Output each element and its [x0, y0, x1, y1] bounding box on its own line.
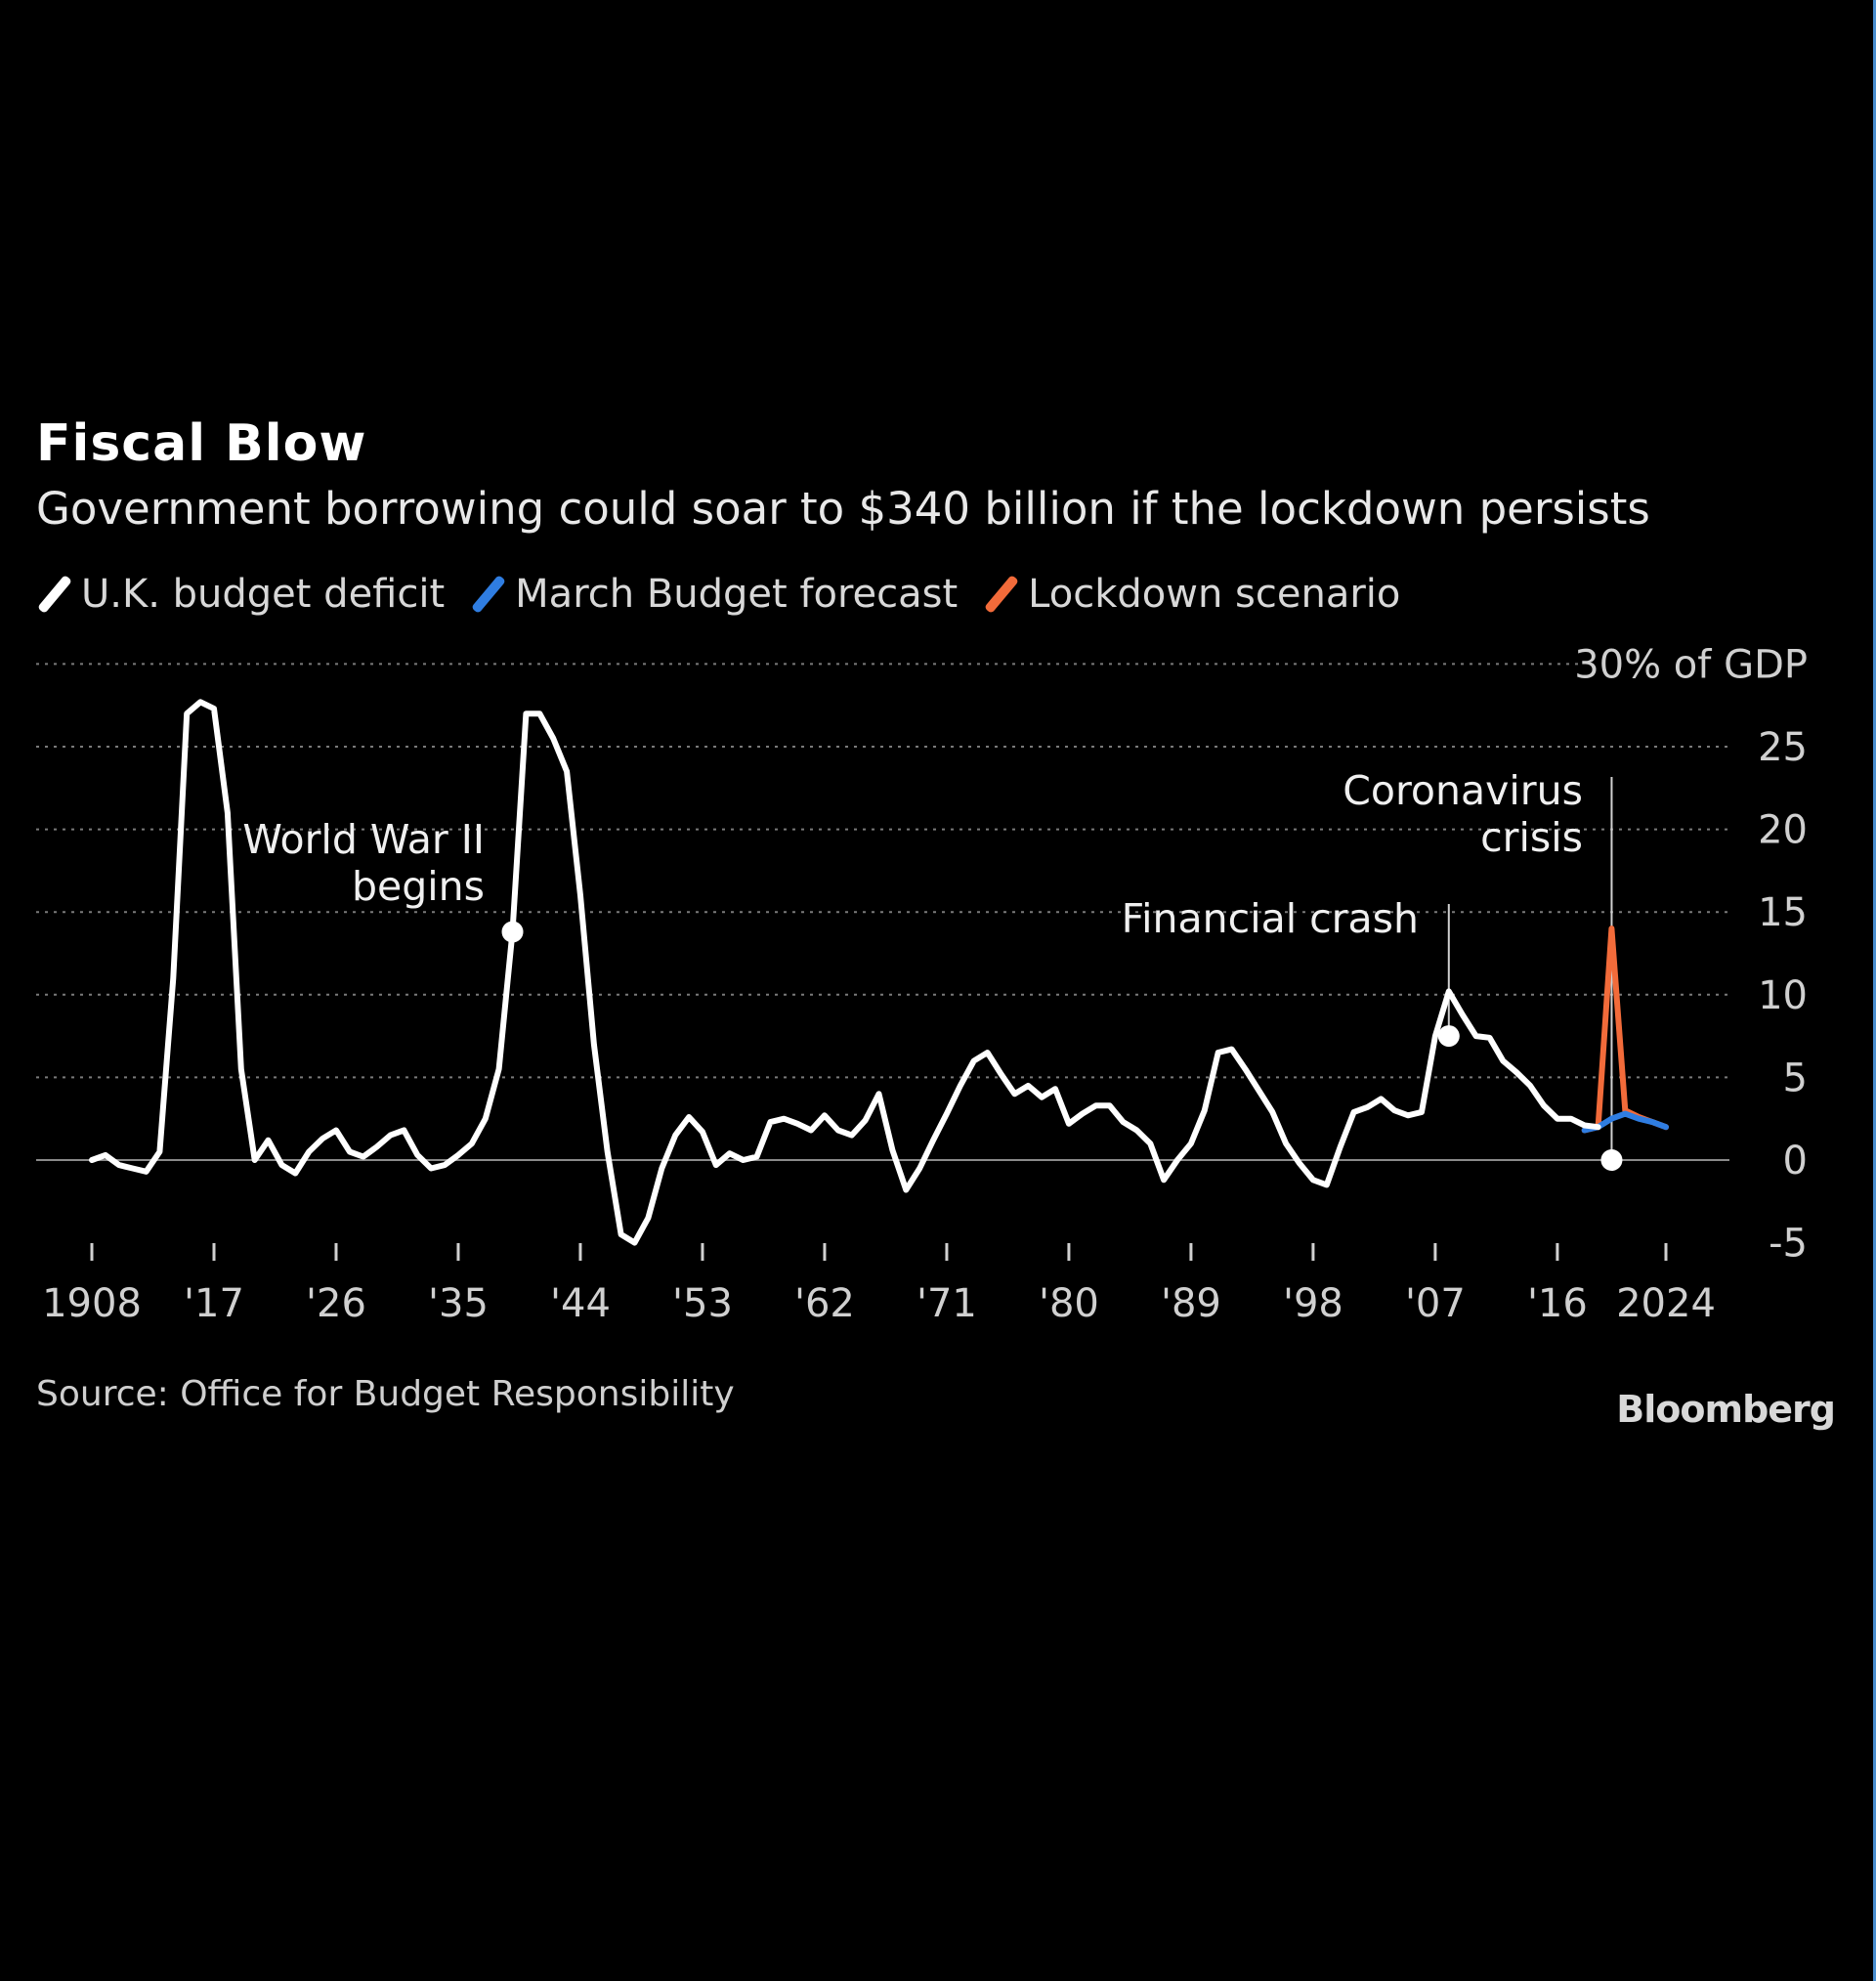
brand-logo: Bloomberg	[1616, 1388, 1836, 1431]
y-tick-label: 10	[1758, 973, 1808, 1018]
x-tick-label: '17	[184, 1281, 244, 1326]
series-line-u-k-budget-deficit	[89, 699, 1601, 1246]
x-tick-label: '98	[1283, 1281, 1343, 1326]
x-tick-label: '53	[672, 1281, 733, 1326]
x-tick-label: '35	[428, 1281, 489, 1326]
chart-subtitle: Government borrowing could soar to $340 …	[36, 483, 1650, 535]
x-tick-label: '44	[550, 1281, 611, 1326]
annotation-marker	[1600, 1149, 1623, 1171]
legend-item-forecast: March Budget forecast	[470, 572, 958, 617]
legend-swatch-lockdown	[984, 574, 1020, 615]
legend-label-deficit: U.K. budget deficit	[81, 572, 446, 617]
y-tick-label: -5	[1769, 1222, 1808, 1267]
line-chart: -5 0 5 10 15 20 25 30% of GDP 1908 '17 '26 '35 '44 '5…	[36, 642, 1808, 1326]
annotation-ww2: World War II	[242, 816, 485, 863]
annotation-ww2: begins	[352, 863, 485, 910]
chart-title: Fiscal Blow	[36, 414, 367, 473]
legend-swatch-deficit	[37, 574, 72, 615]
x-tick-label: '07	[1405, 1281, 1466, 1326]
y-tick-label: 15	[1758, 890, 1808, 935]
y-tick-label: 25	[1758, 725, 1808, 770]
legend-label-forecast: March Budget forecast	[515, 572, 959, 617]
legend-item-deficit: U.K. budget deficit	[36, 572, 445, 617]
legend-item-lockdown: Lockdown scenario	[983, 572, 1400, 617]
x-tick-label: '26	[306, 1281, 366, 1326]
y-tick-label: 30% of GDP	[1574, 642, 1808, 687]
x-tick-label: '62	[794, 1281, 855, 1326]
chart-legend: U.K. budget deficit March Budget forecas…	[36, 572, 1426, 617]
annotation-financial-crash: Financial crash	[1122, 895, 1419, 942]
legend-swatch-forecast	[471, 574, 507, 615]
annotation-coronavirus: crisis	[1480, 814, 1583, 861]
x-tick-label: 2024	[1616, 1281, 1716, 1326]
legend-label-lockdown: Lockdown scenario	[1028, 572, 1401, 617]
series-line-lockdown-scenario	[1581, 926, 1669, 1134]
y-tick-label: 0	[1783, 1139, 1808, 1184]
right-edge-strip	[1873, 0, 1876, 1981]
y-tick-label: 5	[1783, 1055, 1808, 1100]
annotation-marker	[1437, 1025, 1460, 1048]
x-tick-label: '80	[1039, 1281, 1099, 1326]
x-tick-label: 1908	[42, 1281, 142, 1326]
annotation-marker	[501, 921, 524, 943]
x-tick-label: '89	[1161, 1281, 1221, 1326]
x-tick-label: '71	[917, 1281, 977, 1326]
annotation-coronavirus: Coronavirus	[1343, 767, 1583, 814]
x-tick-label: '16	[1527, 1281, 1588, 1326]
y-tick-label: 20	[1758, 808, 1808, 853]
source-note: Source: Office for Budget Responsibility	[36, 1374, 735, 1414]
